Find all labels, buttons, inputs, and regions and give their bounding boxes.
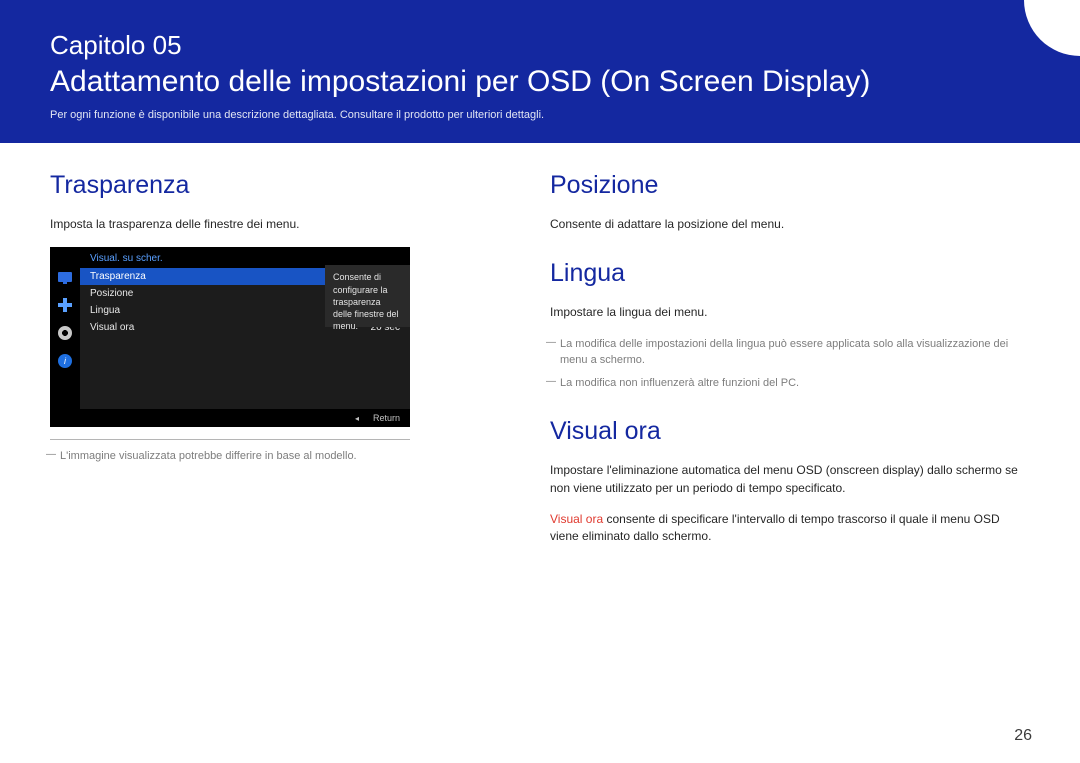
- section-visualora: Visual ora Impostare l'eliminazione auto…: [550, 417, 1030, 546]
- osd-row-label: Lingua: [90, 305, 120, 316]
- right-column: Posizione Consente di adattare la posizi…: [550, 171, 1030, 572]
- section-lingua-body: Impostare la lingua dei menu.: [550, 304, 1030, 321]
- section-visualora-body1: Impostare l'eliminazione automatica del …: [550, 462, 1030, 497]
- osd-row-label: Posizione: [90, 288, 133, 299]
- divider: [50, 439, 410, 440]
- section-posizione: Posizione Consente di adattare la posizi…: [550, 171, 1030, 233]
- section-visualora-title: Visual ora: [550, 417, 1030, 446]
- osd-row-label: Visual ora: [90, 322, 134, 333]
- lingua-note-1: La modifica delle impostazioni della lin…: [550, 336, 1030, 369]
- left-column: Trasparenza Imposta la trasparenza delle…: [50, 171, 510, 572]
- section-posizione-body: Consente di adattare la posizione del me…: [550, 216, 1030, 233]
- chapter-header: Capitolo 05 Adattamento delle impostazio…: [0, 0, 1080, 143]
- info-icon: i: [57, 353, 73, 369]
- visualora-highlight: Visual ora: [550, 512, 603, 526]
- page-number: 26: [1014, 727, 1032, 745]
- page-subtitle: Per ogni funzione è disponibile una desc…: [50, 109, 1030, 121]
- osd-screenshot: i Visual. su scher. Trasparenza On Posiz…: [50, 247, 410, 427]
- section-visualora-body2: Visual ora consente di specificare l'int…: [550, 511, 1030, 546]
- page-title: Adattamento delle impostazioni per OSD (…: [50, 65, 1030, 99]
- osd-footer: ◂ Return: [80, 409, 410, 427]
- osd-sidebar: i: [50, 247, 80, 427]
- osd-return-label: Return: [373, 413, 400, 423]
- chapter-label: Capitolo 05: [50, 30, 1030, 61]
- lingua-note-2: La modifica non influenzerà altre funzio…: [550, 375, 1030, 392]
- image-disclaimer-note: L'immagine visualizzata potrebbe differi…: [50, 448, 510, 465]
- osd-help-panel: Consente di configurare la trasparenza d…: [325, 265, 410, 327]
- content-area: Trasparenza Imposta la trasparenza delle…: [0, 143, 1080, 572]
- monitor-icon: [57, 269, 73, 285]
- section-posizione-title: Posizione: [550, 171, 1030, 200]
- gear-icon: [57, 325, 73, 341]
- osd-row-label: Trasparenza: [90, 271, 146, 282]
- nav-left-icon: ◂: [355, 414, 359, 423]
- visualora-body2-text: consente di specificare l'intervallo di …: [550, 512, 1000, 543]
- section-lingua-title: Lingua: [550, 259, 1030, 288]
- section-lingua: Lingua Impostare la lingua dei menu. La …: [550, 259, 1030, 391]
- dpad-icon: [57, 297, 73, 313]
- section-trasparenza-body: Imposta la trasparenza delle finestre de…: [50, 216, 510, 233]
- section-trasparenza-title: Trasparenza: [50, 171, 510, 200]
